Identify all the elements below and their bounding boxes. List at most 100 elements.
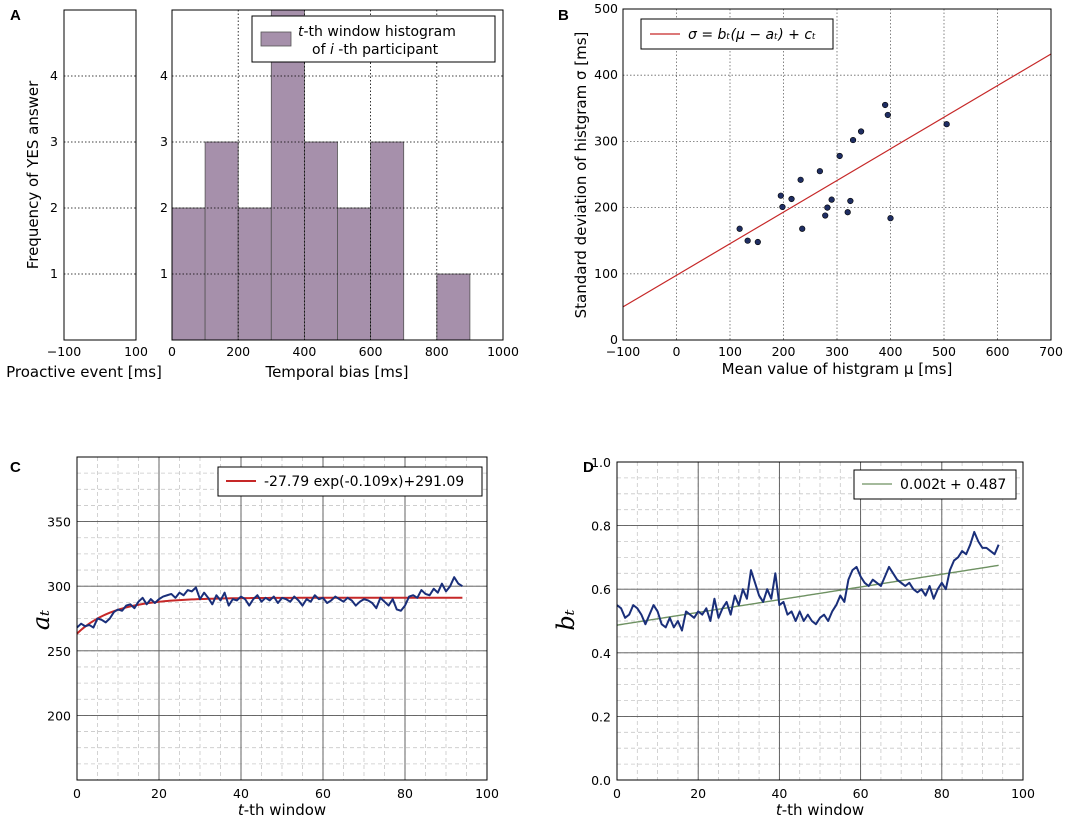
- legend-label: -27.79 exp(-0.109x)+291.09: [264, 474, 464, 490]
- tick-label: 0.2: [591, 709, 611, 724]
- legend: 0.002t + 0.487: [853, 469, 1017, 500]
- panel-label-b: B: [558, 7, 569, 24]
- scatter-point: [887, 215, 894, 222]
- histogram-bar: [303, 141, 338, 341]
- series-line: [76, 576, 463, 629]
- scatter-point: [797, 176, 804, 183]
- legend-italic: i: [330, 42, 334, 58]
- panel-a-histogram-axes: 0 200 400 600 800 1000 1 2 3 4 Temporal bias [ms]…: [160, 9, 519, 381]
- x-axis-label: Proactive event [ms]: [6, 363, 162, 381]
- tick-label: 0: [610, 332, 618, 347]
- tick-label: 60: [853, 786, 869, 801]
- tick-label: 100: [1011, 786, 1035, 801]
- scatter-point: [754, 238, 761, 246]
- scatter-point: [736, 225, 743, 232]
- tick-label: 2: [50, 200, 58, 215]
- x-axis-label-italic: t: [776, 801, 783, 819]
- tick-label: 80: [397, 786, 413, 801]
- tick-label: 400: [594, 67, 618, 82]
- tick-label: 500: [932, 344, 956, 359]
- panel-a-proactive-axes: −100 100 Proactive event [ms] Frequency …: [6, 9, 162, 381]
- tick-label: 60: [315, 786, 331, 801]
- series-line: [616, 530, 1000, 632]
- legend-label: 0.002t + 0.487: [900, 477, 1006, 493]
- legend-text: -th window histogram: [304, 24, 456, 40]
- tick-label: 200: [772, 344, 796, 359]
- histogram-bar: [204, 141, 239, 341]
- legend: t-th window histogram of i -th participa…: [251, 15, 496, 63]
- legend: -27.79 exp(-0.109x)+291.09: [217, 466, 483, 497]
- legend-italic: t: [298, 24, 304, 40]
- tick-label: 600: [359, 344, 383, 359]
- tick-label: 0: [168, 344, 176, 359]
- tick-label: 200: [594, 200, 618, 215]
- scatter-point: [844, 209, 851, 216]
- panel-label-d: D: [583, 459, 594, 476]
- legend-label: of i -th participant: [312, 42, 439, 58]
- tick-label: 100: [718, 344, 742, 359]
- tick-label: 40: [233, 786, 249, 801]
- scatter-point: [824, 204, 831, 211]
- x-axis-label-rest: -th window: [244, 801, 326, 819]
- tick-label: 200: [47, 708, 71, 723]
- scatter-point: [857, 128, 865, 135]
- scatter-point: [777, 192, 784, 199]
- scatter-point: [882, 101, 889, 109]
- x-axis-label: t-th window: [238, 801, 326, 819]
- panel-b-axes: −100 0 100 200 300 400 500 600 70001002003004005…: [572, 1, 1063, 378]
- scatter-point: [744, 237, 751, 244]
- scatter-point: [847, 197, 854, 205]
- tick-label: 600: [986, 344, 1010, 359]
- legend-swatch: [260, 31, 292, 47]
- tick-label: 1000: [487, 344, 519, 359]
- histogram-bar: [270, 9, 305, 341]
- legend-text: of: [312, 42, 330, 58]
- tick-label: 1.0: [591, 455, 611, 470]
- histogram-bar: [436, 273, 471, 341]
- tick-label: 0: [73, 786, 81, 801]
- y-axis-label: aₜ: [27, 610, 55, 630]
- tick-label: 1: [160, 266, 168, 281]
- fit-curve: [616, 564, 999, 626]
- tick-label: 700: [1039, 344, 1063, 359]
- panel-d-axes: 0 20 40 60 80 100 0.0 0.2 0.4 0.6 0.8 1.0 t-th wind…: [552, 455, 1035, 819]
- tick-label: 4: [160, 68, 168, 83]
- scatter-point: [836, 152, 843, 160]
- tick-label: 400: [292, 344, 316, 359]
- scatter-point: [828, 196, 835, 203]
- scatter-point: [884, 111, 891, 119]
- panel-label-a: A: [10, 7, 21, 24]
- scatter-point: [779, 203, 786, 211]
- y-axis-label: Frequency of YES answer: [24, 80, 42, 269]
- x-axis-label-rest: -th window: [782, 801, 864, 819]
- tick-label: −100: [606, 344, 640, 359]
- tick-label: 80: [934, 786, 950, 801]
- tick-label: 40: [771, 786, 787, 801]
- x-axis-label: Temporal bias [ms]: [264, 363, 408, 381]
- scatter-point: [822, 212, 829, 219]
- tick-label: 300: [47, 579, 71, 594]
- tick-label: 100: [124, 344, 148, 359]
- scatter-point: [943, 121, 950, 128]
- tick-label: 0.4: [591, 646, 611, 661]
- tick-label: −100: [47, 344, 81, 359]
- x-axis-label-italic: t: [238, 801, 245, 819]
- y-axis-label: bₜ: [552, 609, 580, 630]
- tick-label: 250: [47, 644, 71, 659]
- x-axis-label: t-th window: [776, 801, 864, 819]
- tick-label: 3: [160, 134, 168, 149]
- tick-label: 0.0: [591, 773, 611, 788]
- tick-label: 1: [50, 266, 58, 281]
- tick-label: 20: [151, 786, 167, 801]
- tick-label: 4: [50, 68, 58, 83]
- tick-label: 20: [690, 786, 706, 801]
- tick-label: 800: [425, 344, 449, 359]
- tick-label: 0: [613, 786, 621, 801]
- tick-label: 0: [673, 344, 681, 359]
- tick-label: 100: [475, 786, 499, 801]
- fit-curve: [76, 596, 463, 635]
- tick-label: 0.6: [591, 582, 611, 597]
- histogram-bar: [171, 207, 206, 341]
